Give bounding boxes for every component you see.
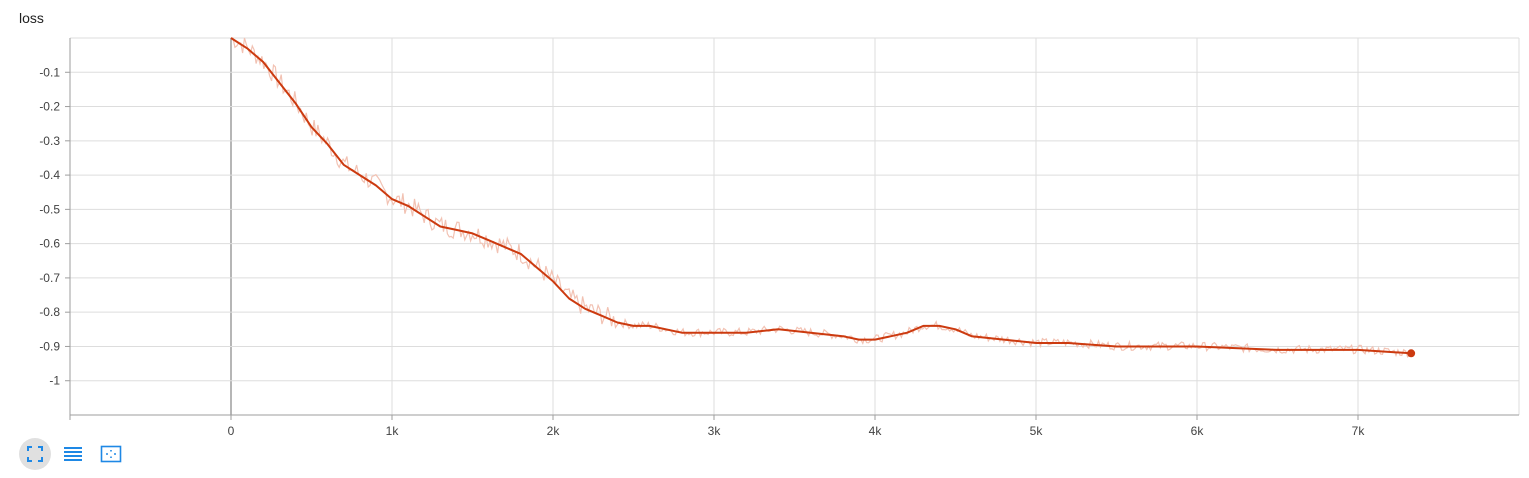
x-tick-label: 1k xyxy=(386,424,400,438)
y-tick-label: -0.3 xyxy=(39,134,60,148)
chart-toolbar xyxy=(19,438,127,470)
axes xyxy=(65,38,1519,420)
x-tick-label: 2k xyxy=(547,424,561,438)
fit-domain-icon xyxy=(100,445,122,463)
smoothed-line xyxy=(230,37,1412,355)
series-end-point xyxy=(1407,349,1416,358)
smoothed-series xyxy=(230,37,1416,358)
raw-series xyxy=(231,37,1410,358)
list-icon xyxy=(64,447,82,461)
raw-line xyxy=(231,37,1410,358)
x-tick-label: 6k xyxy=(1191,424,1205,438)
chart-title: loss xyxy=(19,10,44,26)
y-tick-label: -0.1 xyxy=(39,65,60,79)
y-tick-label: -0.4 xyxy=(39,168,60,182)
tick-labels: 0 1k 2k 3k 4k 5k 6k 7k -0.1 -0.2 -0.3 -0.4 -0.5 -0.6 -… xyxy=(39,65,1365,438)
x-tick-label: 7k xyxy=(1352,424,1366,438)
toggle-fullscreen-button[interactable] xyxy=(19,438,51,470)
x-tick-label: 4k xyxy=(869,424,883,438)
y-tick-label: -0.9 xyxy=(39,339,60,353)
fit-domain-button[interactable] xyxy=(95,438,127,470)
x-tick-label: 3k xyxy=(708,424,722,438)
grid xyxy=(70,37,1520,415)
fullscreen-icon xyxy=(27,446,43,462)
x-tick-label: 0 xyxy=(228,424,235,438)
y-tick-label: -0.2 xyxy=(39,100,60,114)
y-tick-label: -0.5 xyxy=(39,202,60,216)
y-tick-label: -0.7 xyxy=(39,271,60,285)
toggle-log-scale-button[interactable] xyxy=(57,438,89,470)
x-tick-label: 5k xyxy=(1030,424,1044,438)
y-tick-label: -0.6 xyxy=(39,237,60,251)
y-tick-label: -1 xyxy=(49,374,60,388)
y-tick-label: -0.8 xyxy=(39,305,60,319)
